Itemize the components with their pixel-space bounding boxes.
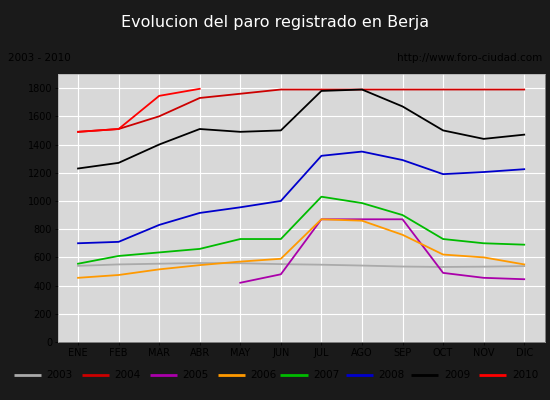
Text: 2008: 2008 xyxy=(378,370,405,380)
Text: 2007: 2007 xyxy=(313,370,339,380)
Text: 2006: 2006 xyxy=(250,370,277,380)
Text: 2009: 2009 xyxy=(444,370,470,380)
Text: 2005: 2005 xyxy=(183,370,208,380)
Text: 2003: 2003 xyxy=(46,370,73,380)
Text: http://www.foro-ciudad.com: http://www.foro-ciudad.com xyxy=(397,53,542,63)
Text: 2010: 2010 xyxy=(512,370,538,380)
Text: 2004: 2004 xyxy=(114,370,141,380)
Text: Evolucion del paro registrado en Berja: Evolucion del paro registrado en Berja xyxy=(121,14,429,30)
Text: 2003 - 2010: 2003 - 2010 xyxy=(8,53,71,63)
